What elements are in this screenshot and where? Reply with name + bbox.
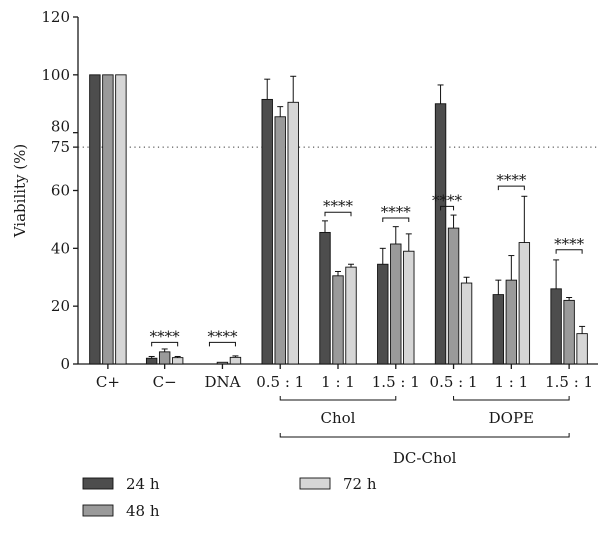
y-tick-label: 20	[51, 297, 70, 315]
significance-label: ****	[432, 191, 463, 209]
significance-bracket	[324, 211, 352, 217]
significance-label: ****	[554, 235, 585, 253]
x-tick-label: C+	[96, 373, 120, 391]
bar	[518, 242, 531, 365]
y-tick-label: 100	[41, 66, 70, 84]
y-tick-label: 0	[60, 355, 70, 373]
bar	[216, 361, 229, 365]
legend-label: 72 h	[343, 475, 377, 493]
group-bracket	[453, 396, 570, 401]
bar	[390, 243, 402, 365]
significance-bracket	[440, 205, 455, 211]
bar	[274, 116, 286, 365]
x-tick-label: 1.5 : 1	[372, 373, 420, 391]
bar	[345, 266, 357, 365]
legend-label: 48 h	[126, 502, 160, 520]
bar	[403, 250, 415, 365]
x-tick-label: 1 : 1	[321, 373, 355, 391]
significance-bracket	[382, 217, 410, 222]
significance-bracket	[208, 341, 236, 347]
reference-line-label: 75	[51, 138, 70, 156]
bar	[229, 356, 242, 365]
significance-bracket	[555, 249, 583, 254]
y-axis-title: Viability (%)	[11, 144, 29, 239]
bar	[319, 231, 331, 365]
legend-label: 24 h	[126, 475, 160, 493]
bar	[492, 294, 505, 365]
bar	[145, 357, 158, 365]
bar	[89, 74, 101, 365]
group-bracket	[279, 433, 570, 438]
bar	[576, 333, 588, 365]
significance-label: ****	[496, 171, 527, 189]
bar	[332, 275, 344, 365]
bar	[377, 263, 389, 365]
group-bracket	[279, 396, 397, 401]
significance-label: ****	[381, 203, 412, 221]
y-tick-label: 60	[51, 182, 70, 200]
legend-swatch	[82, 477, 114, 490]
x-tick-label: 1 : 1	[494, 373, 528, 391]
bar	[158, 351, 171, 365]
bar	[287, 101, 299, 365]
group-label: DOPE	[489, 409, 534, 427]
significance-bracket	[497, 185, 525, 191]
y-tick-label: 40	[51, 239, 70, 257]
x-tick-label: 0.5 : 1	[430, 373, 478, 391]
bar	[550, 288, 562, 365]
x-tick-label: DNA	[204, 373, 240, 391]
significance-label: ****	[150, 327, 181, 345]
bar	[434, 103, 447, 365]
x-tick-label: C−	[153, 373, 177, 391]
bar	[563, 299, 575, 365]
significance-label: ****	[207, 327, 238, 345]
bar	[460, 282, 473, 365]
bar	[261, 98, 273, 365]
group-label: DC-Chol	[393, 449, 457, 467]
bar	[447, 227, 460, 365]
legend-swatch	[82, 504, 114, 517]
y-tick-label: 120	[41, 8, 70, 26]
y-tick-label: 80	[51, 118, 70, 136]
x-tick-label: 1.5 : 1	[545, 373, 593, 391]
legend-swatch	[299, 477, 331, 490]
significance-label: ****	[323, 197, 354, 215]
bar	[505, 279, 518, 365]
bar	[171, 357, 184, 365]
x-tick-label: 0.5 : 1	[256, 373, 304, 391]
bar	[115, 74, 127, 365]
bar	[102, 74, 114, 365]
significance-bracket	[151, 341, 179, 347]
group-label: Chol	[321, 409, 356, 427]
